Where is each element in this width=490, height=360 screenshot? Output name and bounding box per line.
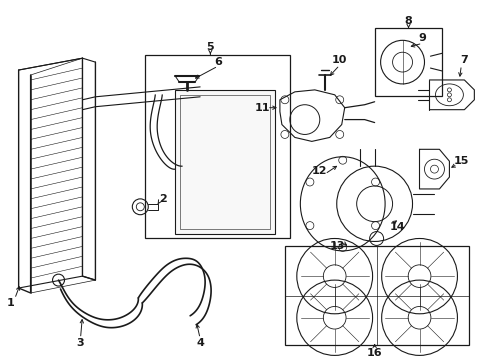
Bar [285, 246, 469, 346]
Text: 11: 11 [254, 103, 270, 113]
Bar [180, 95, 270, 229]
Text: 12: 12 [312, 166, 327, 176]
Text: 14: 14 [390, 222, 405, 231]
Text: 8: 8 [405, 15, 413, 26]
Text: 10: 10 [332, 55, 347, 65]
Text: 16: 16 [367, 348, 382, 359]
Bar [175, 90, 275, 234]
Text: 3: 3 [76, 338, 84, 347]
Text: 6: 6 [214, 57, 222, 67]
Text: 9: 9 [418, 33, 426, 43]
Text: 5: 5 [207, 42, 214, 52]
Text: 13: 13 [330, 242, 345, 251]
Text: 1: 1 [7, 298, 15, 308]
Text: 7: 7 [461, 55, 468, 65]
Bar [375, 28, 442, 96]
Text: 4: 4 [196, 338, 204, 347]
Text: 2: 2 [159, 194, 167, 204]
Text: 15: 15 [454, 156, 469, 166]
Bar [145, 55, 290, 238]
